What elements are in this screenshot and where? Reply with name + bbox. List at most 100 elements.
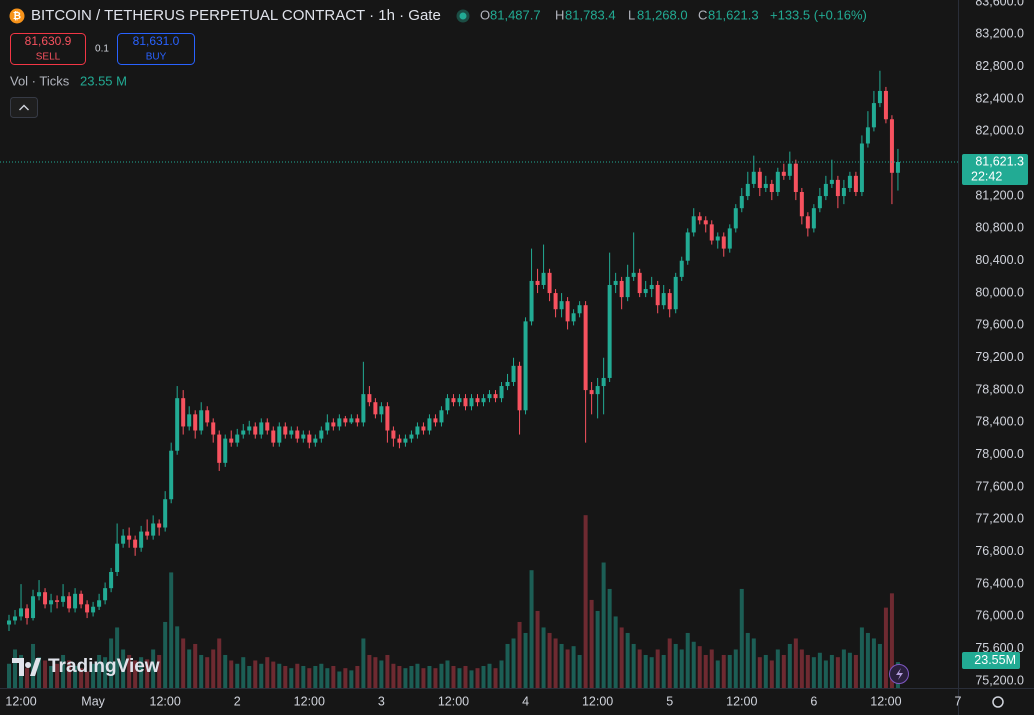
- volume-bar: [505, 643, 510, 688]
- candle-body: [361, 394, 366, 423]
- candle-body: [565, 301, 570, 322]
- candle-body: [829, 179, 834, 184]
- volume-bar: [523, 632, 528, 688]
- candle-body: [415, 426, 420, 435]
- volume-bar: [67, 660, 72, 688]
- candle-body: [199, 410, 204, 431]
- ohlc-label: O: [480, 7, 490, 22]
- volume-bar: [313, 665, 318, 688]
- sell-label: SELL: [36, 52, 61, 63]
- volume-bar: [181, 638, 186, 688]
- candle-body: [643, 289, 648, 294]
- candle-body: [661, 293, 666, 306]
- volume-bar: [439, 663, 444, 688]
- price-tag-value: 81,621.3: [975, 154, 1024, 168]
- candle-body: [373, 402, 378, 415]
- volume-bar: [811, 657, 816, 688]
- candle-body: [595, 386, 600, 395]
- candle-body: [217, 434, 222, 463]
- buy-button[interactable]: [117, 33, 195, 65]
- candle-body: [61, 596, 66, 602]
- chart-title: BITCOIN / TETHERUS PERPETUAL CONTRACT · …: [31, 7, 441, 24]
- buy-label: BUY: [146, 52, 167, 63]
- candle-body: [349, 418, 354, 423]
- x-tick-label: 7: [955, 694, 962, 708]
- volume-bar: [235, 663, 240, 688]
- collapse-button[interactable]: [10, 97, 38, 118]
- volume-bar: [805, 654, 810, 688]
- volume-bar: [829, 654, 834, 688]
- candle-body: [739, 196, 744, 209]
- candle-body: [709, 224, 714, 241]
- sell-button[interactable]: [10, 33, 86, 65]
- candle-body: [337, 418, 342, 427]
- candle-body: [313, 438, 318, 443]
- volume-legend-value: 23.55 M: [80, 73, 127, 88]
- candle-body: [475, 398, 480, 403]
- candle-body: [865, 127, 870, 144]
- volume-bar: [319, 663, 324, 688]
- candle-body: [193, 414, 198, 431]
- candle-body: [823, 183, 828, 197]
- volume-bar: [613, 616, 618, 688]
- candle-body: [145, 531, 150, 536]
- y-tick-label: 80,800.0: [975, 221, 1024, 235]
- volume-bar: [721, 654, 726, 688]
- volume-bar: [709, 649, 714, 688]
- volume-bar: [817, 652, 822, 688]
- candle-body: [379, 406, 384, 415]
- candle-body: [409, 434, 414, 439]
- candle-body: [793, 163, 798, 193]
- candle-body: [55, 600, 60, 602]
- x-tick-label: 12:00: [438, 694, 469, 708]
- candle-body: [25, 608, 30, 619]
- volume-bar: [553, 638, 558, 688]
- volume-bar: [727, 654, 732, 688]
- buy-price: 81,631.0: [133, 34, 180, 48]
- candle-body: [493, 394, 498, 399]
- volume-bar: [643, 654, 648, 688]
- volume-bar: [223, 654, 228, 688]
- candle-body: [859, 143, 864, 193]
- ohlc-value: 81,783.4: [565, 7, 616, 22]
- candle-body: [529, 280, 534, 322]
- candle-body: [517, 365, 522, 411]
- y-tick-label: 76,400.0: [975, 576, 1024, 590]
- y-tick-label: 78,000.0: [975, 447, 1024, 461]
- volume-bar: [877, 643, 882, 688]
- y-tick-label: 80,000.0: [975, 285, 1024, 299]
- volume-bar: [211, 649, 216, 688]
- candle-body: [751, 171, 756, 184]
- candle-body: [889, 119, 894, 173]
- volume-bar: [31, 643, 36, 688]
- y-tick-label: 83,200.0: [975, 27, 1024, 41]
- candle-body: [589, 390, 594, 395]
- volume-bar: [73, 665, 78, 688]
- candle-body: [871, 103, 876, 128]
- settings-icon[interactable]: [992, 696, 1004, 708]
- candle-body: [577, 305, 582, 314]
- candle-body: [883, 90, 888, 120]
- candle-body: [163, 499, 168, 528]
- x-tick-label: 3: [378, 694, 385, 708]
- candle-body: [757, 171, 762, 188]
- volume-bar: [499, 660, 504, 688]
- volume-bar: [475, 668, 480, 688]
- candle-body: [667, 293, 672, 310]
- candle-body: [91, 606, 96, 613]
- volume-bar: [823, 660, 828, 688]
- volume-bar: [451, 665, 456, 688]
- candle-body: [241, 430, 246, 435]
- candle-body: [745, 183, 750, 197]
- candle-body: [319, 430, 324, 439]
- volume-bar: [841, 649, 846, 688]
- volume-bar: [25, 668, 30, 688]
- coin-icon-glyph: ₿: [13, 10, 21, 22]
- volume-bar: [457, 668, 462, 688]
- candle-body: [151, 523, 156, 536]
- y-tick-label: 81,200.0: [975, 188, 1024, 202]
- volume-bar: [871, 638, 876, 688]
- candle-body: [541, 272, 546, 285]
- volume-tag: [962, 652, 1020, 669]
